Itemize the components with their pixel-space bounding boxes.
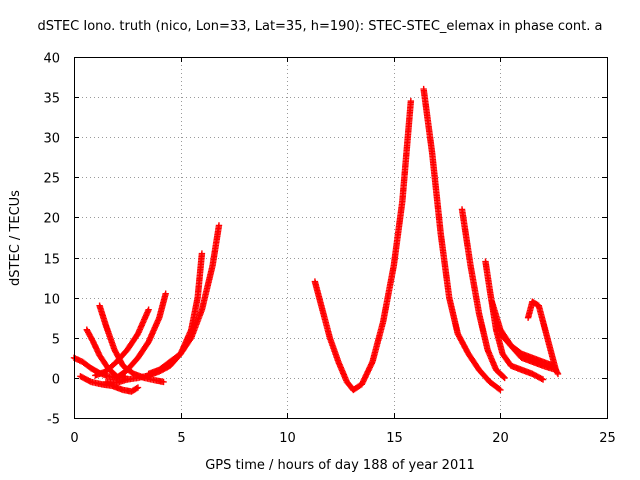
x-tick-label: 5 [177, 431, 185, 446]
series-arc-o [497, 330, 562, 378]
data-marks [70, 85, 562, 395]
series-arc-e [92, 306, 152, 379]
data-point [539, 376, 547, 383]
data-point [160, 378, 167, 386]
data-point [496, 385, 503, 393]
series-arc-j [420, 85, 504, 394]
y-tick-label: 0 [52, 373, 60, 388]
x-tick-label: 15 [386, 431, 403, 446]
series-arc-f [113, 290, 169, 382]
y-tick-label: 40 [43, 52, 60, 67]
series-arc-k [458, 206, 508, 382]
y-tick-label: 20 [43, 212, 60, 227]
data-point [407, 97, 415, 105]
x-tick-label: 10 [279, 431, 296, 446]
series-arc-i [311, 97, 415, 394]
y-tick-labels: -5 0 5 10 15 20 25 30 35 40 [43, 52, 60, 428]
x-tick-label: 25 [599, 431, 616, 446]
y-axis-label: dSTEC / TECUs [8, 190, 23, 286]
series-arc-b [77, 373, 142, 395]
data-point [86, 377, 93, 385]
y-tick-label: -5 [47, 413, 60, 428]
y-tick-label: 25 [43, 172, 60, 187]
data-point [198, 250, 206, 257]
x-tick-label: 20 [492, 431, 509, 446]
y-tick-label: 35 [43, 92, 60, 107]
chart-title: dSTEC Iono. truth (nico, Lon=33, Lat=35,… [38, 19, 603, 34]
series-arc-g [102, 250, 206, 386]
data-point [145, 306, 152, 313]
y-tick-label: 30 [43, 132, 60, 147]
data-point [554, 370, 562, 378]
y-tick-label: 15 [43, 253, 60, 268]
data-point [497, 386, 504, 394]
data-point [554, 369, 561, 376]
x-tick-label: 0 [70, 431, 78, 446]
x-axis-label: GPS time / hours of day 188 of year 2011 [205, 458, 475, 473]
data-point [133, 385, 140, 392]
series-arc-c [83, 326, 120, 380]
data-point [500, 373, 507, 381]
plot-frame [74, 57, 608, 419]
data-point [501, 374, 508, 382]
y-tick-label: 5 [52, 333, 60, 348]
data-point [162, 290, 169, 297]
y-tick-label: 10 [43, 293, 60, 308]
x-tick-labels: 0 5 10 15 20 25 [70, 431, 615, 446]
data-point [215, 222, 223, 229]
data-point [538, 375, 545, 382]
data-point [134, 384, 142, 391]
series-arc-h [145, 222, 223, 378]
